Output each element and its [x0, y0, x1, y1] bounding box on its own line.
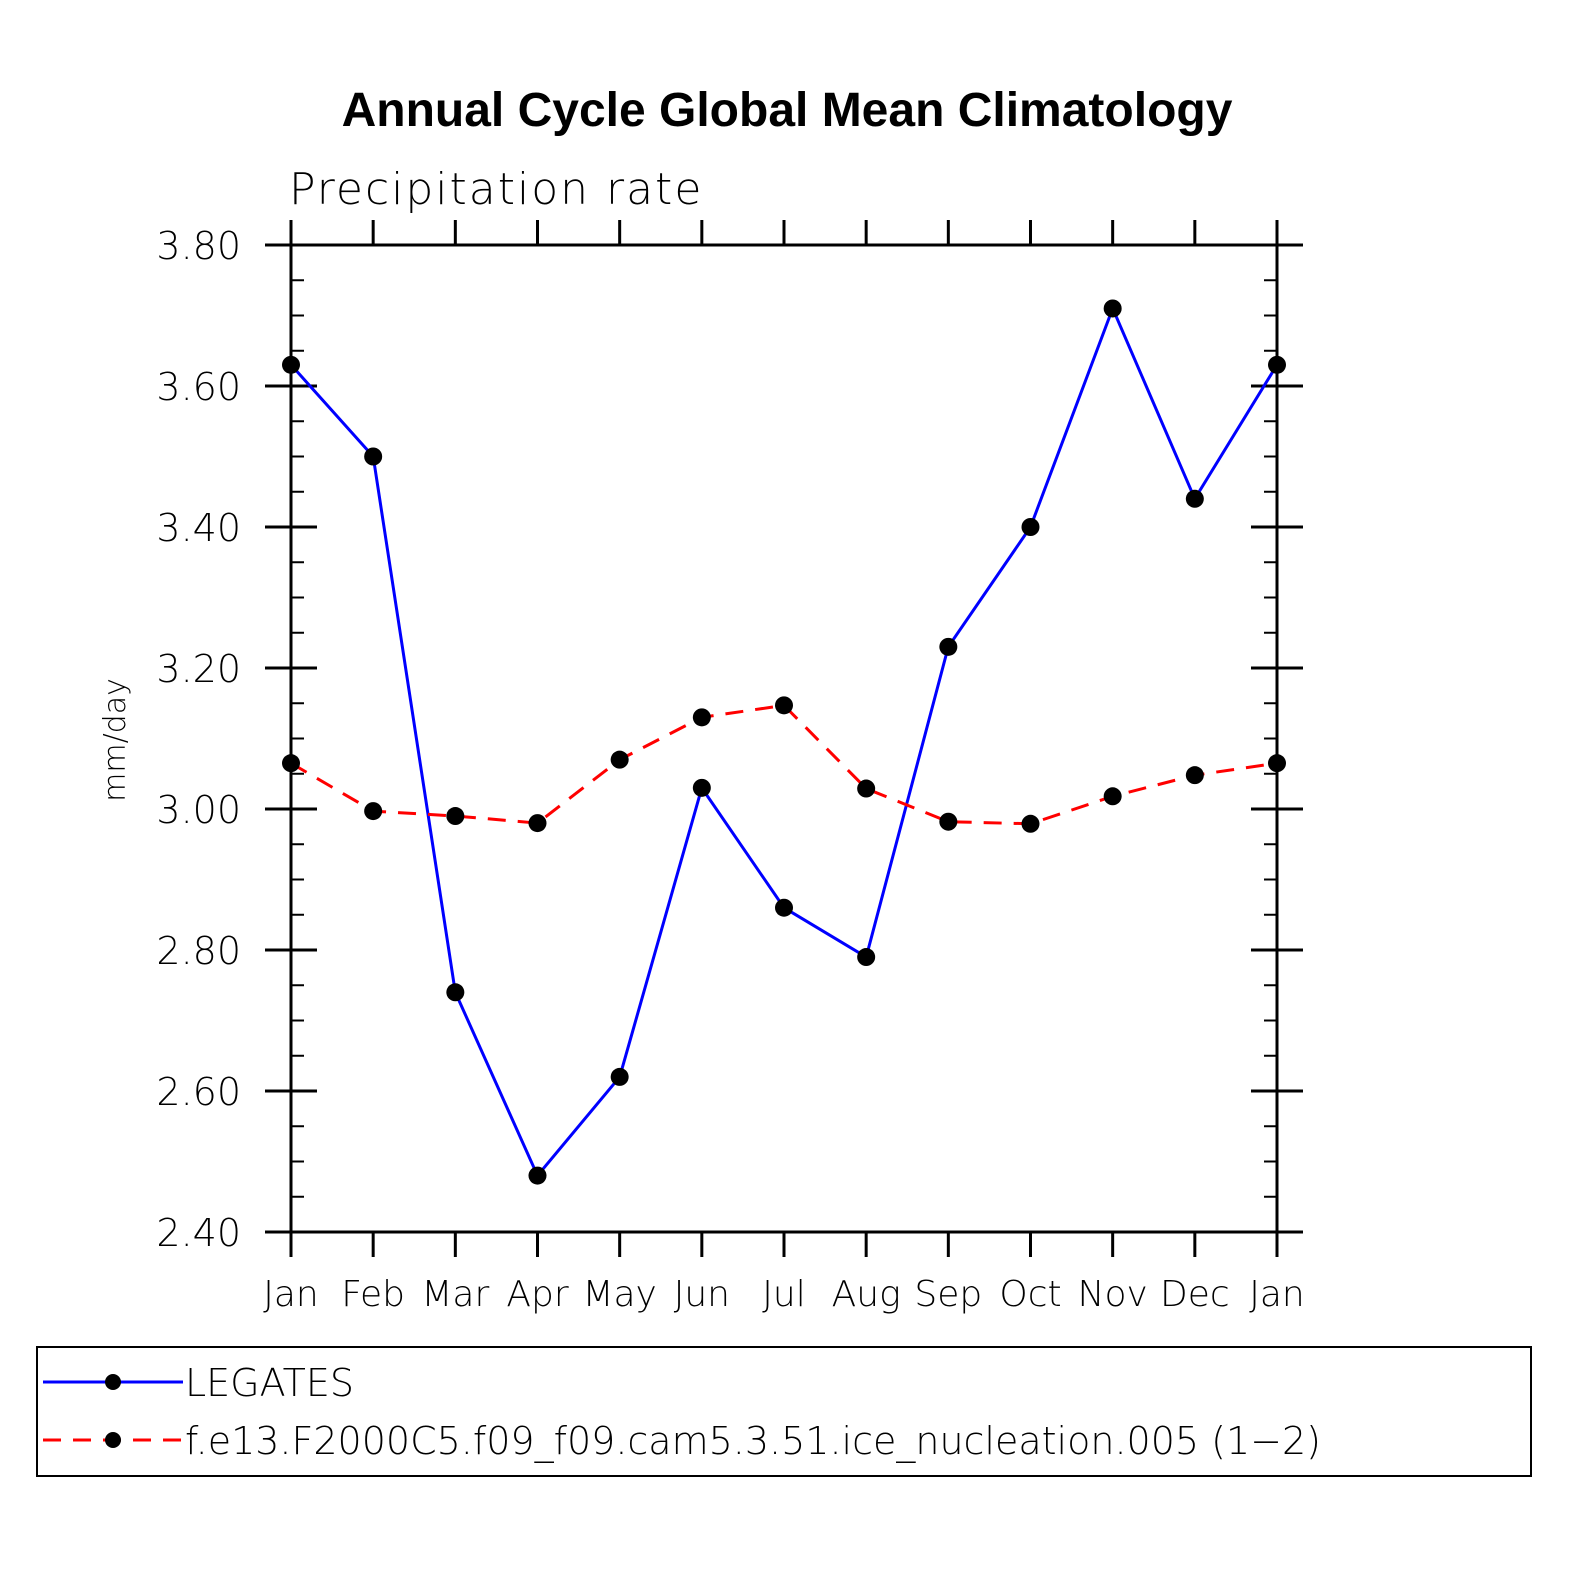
y-axis-ticks: 2.40 2.60 2.80 3.00 3.20 3.40 3.60 3.80: [156, 224, 1303, 1255]
series-1-point: [1103, 787, 1122, 806]
x-tick-label: Jul: [762, 1274, 805, 1315]
legend-entry-model: f.e13.F2000C5.f09_f09.cam5.3.51.ice_nucl…: [43, 1419, 1321, 1464]
y-tick-label: 2.40: [156, 1211, 241, 1255]
y-axis-label: mm/day: [98, 678, 133, 802]
x-tick-label: Jan: [263, 1274, 319, 1315]
x-tick-label: Aug: [832, 1274, 901, 1315]
y-tick-label: 3.00: [156, 788, 241, 832]
series-0-point: [857, 948, 876, 967]
series-0-point: [446, 983, 465, 1002]
legend-marker-legates: [105, 1374, 121, 1390]
series-1-point: [1268, 754, 1286, 773]
y-tick-label: 3.80: [156, 224, 241, 268]
x-tick-label: Oct: [999, 1274, 1061, 1315]
series-1-point: [775, 696, 793, 715]
series-0-point: [692, 778, 711, 797]
series-1-point: [610, 750, 629, 769]
x-tick-label: Mar: [421, 1274, 489, 1315]
series-0-point: [282, 355, 300, 374]
y-tick-label: 2.80: [156, 929, 241, 973]
series-1-point: [1021, 814, 1040, 833]
y-tick-label: 2.60: [156, 1070, 241, 1114]
x-tick-label: May: [582, 1274, 656, 1315]
series-0-point: [1021, 518, 1040, 536]
y-tick-label: 3.40: [156, 506, 241, 550]
x-tick-label: Dec: [1160, 1274, 1230, 1315]
x-tick-label: Apr: [506, 1274, 568, 1315]
legend-box: [36, 1346, 1532, 1477]
series-0-point: [1268, 355, 1286, 374]
series-1-point: [446, 807, 465, 826]
series-1-point: [1185, 766, 1204, 785]
legend-marker-model: [105, 1432, 121, 1448]
series-1-point: [939, 812, 958, 831]
series-0-point: [364, 447, 383, 466]
series-0-point: [610, 1067, 629, 1086]
legend-label-model: f.e13.F2000C5.f09_f09.cam5.3.51.ice_nucl…: [185, 1419, 1321, 1464]
series-0-point: [1103, 299, 1122, 318]
x-tick-label: Jan: [1249, 1274, 1305, 1315]
y-tick-label: 3.20: [156, 647, 241, 691]
series-0-point: [775, 898, 793, 917]
series-layer: [282, 299, 1286, 1185]
x-tick-label: Sep: [914, 1274, 982, 1315]
chart-subtitle: Precipitation rate: [289, 164, 703, 215]
series-0-point: [1185, 489, 1204, 508]
series-1-point: [692, 708, 711, 727]
series-1-point: [282, 754, 300, 773]
x-tick-label: Jun: [674, 1274, 730, 1315]
plot-area: 2.40 2.60 2.80 3.00 3.20 3.40 3.60 3.80 Jan Feb M…: [156, 220, 1305, 1315]
x-tick-label: Feb: [341, 1274, 405, 1315]
legend-label-legates: LEGATES: [185, 1361, 354, 1405]
series-1-point: [528, 814, 547, 833]
x-tick-label: Nov: [1078, 1274, 1148, 1315]
x-axis-ticks: Jan Feb Mar Apr May Jun Jul Aug Sep Oct Nov Dec Jan: [263, 220, 1305, 1315]
series-1-point: [364, 802, 383, 821]
chart-title: Annual Cycle Global Mean Climatology: [342, 84, 1233, 137]
legend-entry-legates: LEGATES: [43, 1361, 354, 1405]
series-0-point: [528, 1166, 547, 1185]
series-1-point: [857, 779, 876, 798]
legend: LEGATES f.e13.F2000C5.f09_f09.cam5.3.51.…: [36, 1346, 1532, 1477]
series-0-point: [939, 637, 958, 656]
y-tick-label: 3.60: [156, 365, 241, 409]
